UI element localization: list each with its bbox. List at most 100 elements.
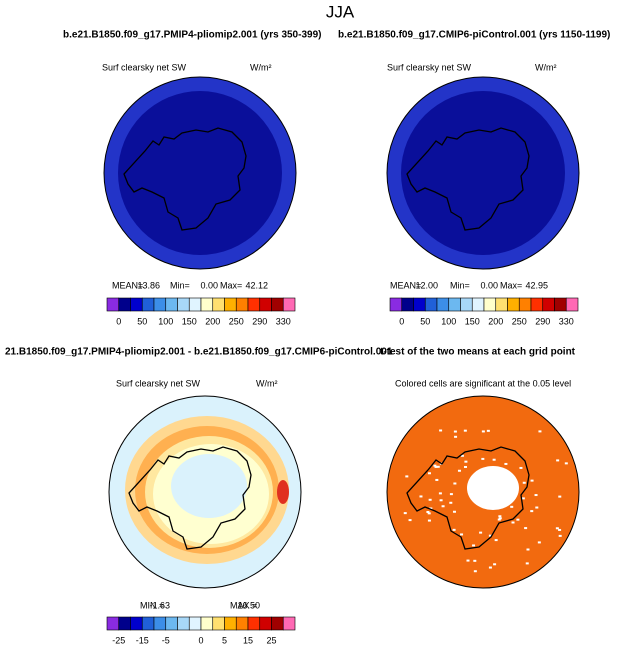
speck <box>427 512 431 515</box>
colorbar-label: 200 <box>488 316 503 326</box>
speck <box>405 475 409 478</box>
colorbar-label: 15 <box>243 635 253 645</box>
stat-value: 16.50 <box>237 600 260 610</box>
speck <box>479 531 483 534</box>
panel-title: 21.B1850.f09_g17.PMIP4-pliomip2.001 - b.… <box>5 347 393 358</box>
field-label: Surf clearsky net SW <box>102 62 187 72</box>
speck <box>524 527 528 530</box>
figure-title: JJA <box>326 2 355 21</box>
center <box>171 454 247 518</box>
speck <box>511 521 515 524</box>
colorbar-box <box>259 297 272 312</box>
colorbar-label: 150 <box>465 316 480 326</box>
speck <box>498 517 502 520</box>
speck <box>538 430 542 433</box>
colorbar-label: 200 <box>205 316 220 326</box>
speck <box>466 559 470 562</box>
colorbar-box <box>165 616 178 631</box>
speck <box>486 429 490 432</box>
speck <box>494 539 498 542</box>
speck <box>433 464 437 467</box>
panel-title: t-test of the two means at each grid poi… <box>380 347 576 358</box>
speck <box>558 528 562 531</box>
colorbar-box <box>153 297 167 312</box>
speck <box>428 498 432 501</box>
colorbar-box <box>518 297 532 312</box>
speck <box>438 492 442 495</box>
colorbar-label: 330 <box>559 316 574 326</box>
speck <box>426 510 430 513</box>
stat-label: MIN = <box>140 600 164 610</box>
speck <box>429 507 433 510</box>
speck <box>555 527 559 530</box>
speck <box>497 518 501 521</box>
stat-label: Max= <box>500 280 522 290</box>
colorbar-box <box>413 297 426 312</box>
colorbar-label: 250 <box>512 316 527 326</box>
stat-label: Min= <box>170 280 190 290</box>
units: W/m² <box>535 62 557 72</box>
speck <box>481 430 485 433</box>
speck <box>472 544 476 547</box>
colorbar-box <box>436 297 450 312</box>
speck <box>481 457 485 460</box>
colorbar-box <box>224 616 237 631</box>
speck <box>452 510 456 513</box>
colorbar-box <box>271 616 284 631</box>
speck <box>526 548 530 551</box>
colorbar-box <box>200 616 214 631</box>
map <box>386 76 580 270</box>
stat-value: 12.00 <box>415 280 438 290</box>
speck <box>452 528 456 531</box>
panel-title: b.e21.B1850.f09_g17.CMIP6-piControl.001 … <box>338 30 610 41</box>
speck <box>519 466 523 469</box>
colorbar-box <box>118 297 131 312</box>
speck <box>516 518 520 521</box>
colorbar-label: -5 <box>162 635 170 645</box>
colorbar-box <box>483 297 497 312</box>
stat-value: 0.00 <box>200 280 218 290</box>
stat-label: MEAN= <box>390 280 421 290</box>
stat-label: MEAN= <box>112 280 143 290</box>
colorbar-box <box>130 616 143 631</box>
colorbar-box <box>153 616 167 631</box>
center <box>467 466 519 510</box>
colorbar-box <box>282 616 296 631</box>
colorbar-box <box>542 297 555 312</box>
speck <box>521 497 525 500</box>
speck <box>457 469 461 472</box>
speck <box>493 563 497 566</box>
speck <box>460 454 464 457</box>
speck <box>464 460 468 463</box>
speck <box>558 495 562 498</box>
colorbar-label: 330 <box>276 316 291 326</box>
colorbar-box <box>130 297 143 312</box>
speck <box>564 462 568 465</box>
speck <box>537 541 541 544</box>
colorbar-box <box>424 297 438 312</box>
inner <box>401 91 565 255</box>
colorbar-box <box>495 297 508 312</box>
colorbar-label: 25 <box>266 635 276 645</box>
speck <box>473 559 477 562</box>
stat-value: -1.63 <box>149 600 170 610</box>
colorbar-box <box>401 297 414 312</box>
colorbar-box <box>247 297 261 312</box>
map <box>386 395 580 589</box>
colorbar-box <box>554 297 567 312</box>
speck <box>436 465 440 468</box>
colorbar-label: 50 <box>420 316 430 326</box>
speck <box>535 506 539 509</box>
colorbar-label: 290 <box>535 316 550 326</box>
speck <box>498 515 502 518</box>
colorbar-label: 5 <box>222 635 227 645</box>
colorbar-label: 100 <box>158 316 173 326</box>
colorbar-box <box>507 297 520 312</box>
colorbar-box <box>141 616 155 631</box>
colorbar-box <box>471 297 485 312</box>
speck <box>492 458 496 461</box>
inner <box>118 91 282 255</box>
colorbar-label: 250 <box>229 316 244 326</box>
speck <box>558 534 562 537</box>
colorbar-box <box>118 616 131 631</box>
